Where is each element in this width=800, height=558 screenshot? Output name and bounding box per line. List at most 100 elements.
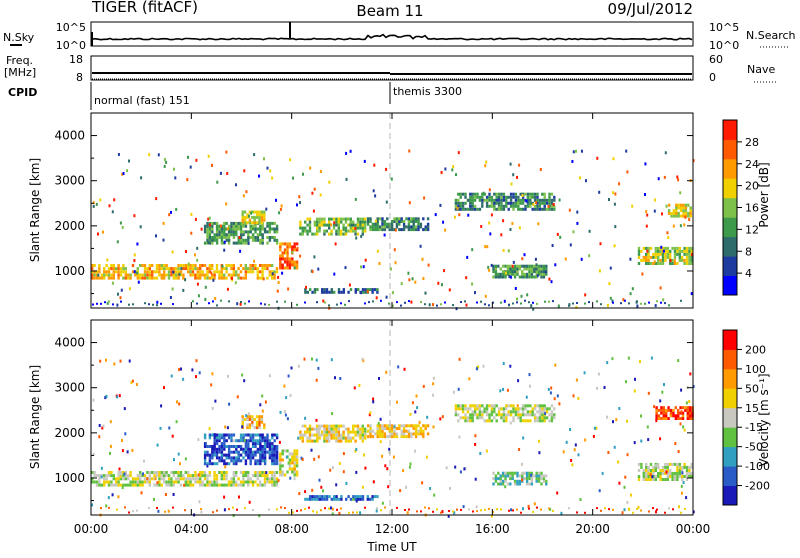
heatmap-cell xyxy=(514,195,518,199)
heatmap-cell xyxy=(271,474,274,478)
heatmap-cell xyxy=(528,471,531,475)
heatmap-cell xyxy=(328,430,331,434)
heatmap-cell xyxy=(538,204,542,208)
heatmap-cell xyxy=(213,453,216,457)
heatmap-cell xyxy=(579,498,582,501)
heatmap-cell xyxy=(242,447,245,451)
heatmap-cell xyxy=(244,447,248,451)
heatmap-cell xyxy=(649,478,653,481)
heatmap-cell xyxy=(684,211,688,215)
heatmap-cell xyxy=(299,433,302,437)
heatmap-cell xyxy=(509,275,512,279)
heatmap-cell xyxy=(206,233,209,237)
heatmap-cell xyxy=(281,473,284,477)
heatmap-cell xyxy=(689,214,692,218)
heatmap-cell xyxy=(663,383,665,387)
heatmap-cell xyxy=(328,180,331,184)
heatmap-cell xyxy=(225,433,228,437)
heatmap-cell xyxy=(240,222,243,226)
heatmap-cell xyxy=(680,484,683,488)
heatmap-cell xyxy=(625,380,627,384)
heatmap-cell xyxy=(311,427,314,431)
heatmap-cell xyxy=(640,439,643,443)
heatmap-cell xyxy=(678,462,681,466)
heatmap-cell xyxy=(457,404,460,408)
heatmap-cell xyxy=(266,267,269,271)
sky-right-label: N.Search xyxy=(746,29,796,42)
heatmap-cell xyxy=(521,194,524,197)
colorbar-segment xyxy=(723,139,737,160)
heatmap-cell xyxy=(165,480,168,484)
heatmap-cell xyxy=(640,509,642,512)
heatmap-cell xyxy=(410,228,413,232)
heatmap-cell xyxy=(531,195,534,199)
heatmap-cell xyxy=(359,433,362,437)
heatmap-cell xyxy=(208,462,212,466)
heatmap-cell xyxy=(268,238,272,242)
heatmap-cell xyxy=(146,270,149,274)
heatmap-cell xyxy=(261,273,264,277)
heatmap-cell xyxy=(128,359,131,363)
heatmap-cell xyxy=(666,469,669,472)
heatmap-cell xyxy=(255,415,259,419)
heatmap-cell xyxy=(189,477,192,481)
heatmap-cell xyxy=(137,280,140,284)
heatmap-cell xyxy=(208,427,211,431)
heatmap-cell xyxy=(376,432,379,436)
heatmap-cell xyxy=(534,257,537,261)
heatmap-cell xyxy=(647,255,650,259)
heatmap-cell xyxy=(172,493,175,496)
heatmap-cell xyxy=(369,424,372,428)
heatmap-cell xyxy=(144,302,146,305)
heatmap-cell xyxy=(502,195,506,199)
heatmap-cell xyxy=(680,491,683,495)
heatmap-cell xyxy=(538,404,542,408)
heatmap-cell xyxy=(330,433,333,437)
heatmap-cell xyxy=(499,482,502,486)
heatmap-cell xyxy=(316,217,319,221)
heatmap-cell xyxy=(220,276,223,280)
heatmap-cell xyxy=(361,436,364,440)
heatmap-cell xyxy=(293,263,296,267)
heatmap-cell xyxy=(477,365,480,369)
heatmap-cell xyxy=(498,205,501,209)
heatmap-cell xyxy=(661,465,665,469)
heatmap-cell xyxy=(266,236,269,239)
heatmap-cell xyxy=(316,427,319,431)
heatmap-cell xyxy=(235,183,237,187)
heatmap-cell xyxy=(239,241,243,245)
heatmap-cell xyxy=(330,229,333,233)
heatmap-cell xyxy=(366,217,370,221)
heatmap-cell xyxy=(255,221,259,225)
heatmap-cell xyxy=(361,433,364,437)
heatmap-cell xyxy=(537,474,541,478)
heatmap-cell xyxy=(374,222,377,226)
heatmap-cell xyxy=(432,303,434,307)
heatmap-cell xyxy=(163,480,166,484)
heatmap-cell xyxy=(689,206,692,210)
heatmap-cell xyxy=(230,230,233,234)
heatmap-cell xyxy=(473,410,477,414)
heatmap-cell xyxy=(206,462,209,466)
heatmap-cell xyxy=(259,230,262,234)
heatmap-cell xyxy=(481,204,484,208)
heatmap-cell xyxy=(306,223,309,227)
heatmap-cell xyxy=(163,273,166,277)
heatmap-cell xyxy=(657,249,660,253)
heatmap-cell xyxy=(225,462,228,466)
heatmap-cell xyxy=(253,218,256,222)
heatmap-cell xyxy=(679,417,682,420)
heatmap-cell xyxy=(315,418,318,422)
heatmap-cell xyxy=(277,281,280,284)
heatmap-cell xyxy=(342,433,345,437)
heatmap-cell xyxy=(189,264,192,267)
heatmap-cell xyxy=(690,258,693,262)
heatmap-cell xyxy=(309,495,312,499)
heatmap-cell xyxy=(637,462,641,466)
heatmap-cell xyxy=(642,258,645,262)
heatmap-cell xyxy=(241,423,244,427)
heatmap-cell xyxy=(654,249,657,253)
heatmap-cell xyxy=(266,436,269,440)
heatmap-cell xyxy=(124,276,127,280)
colorbar-segment xyxy=(723,446,737,467)
